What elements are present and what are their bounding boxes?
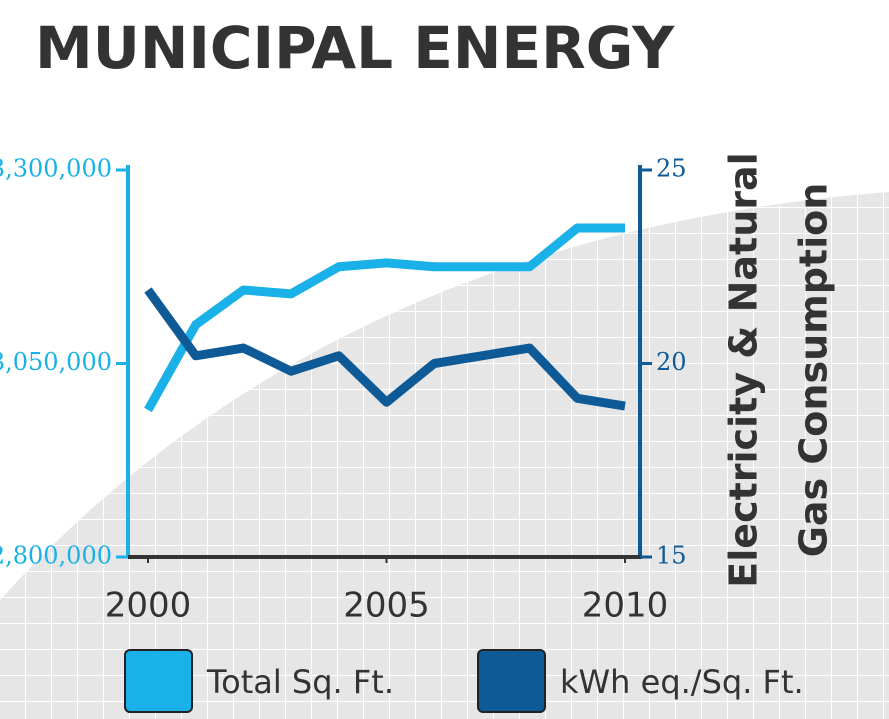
legend-label: kWh eq./Sq. Ft. — [560, 663, 804, 701]
x-tick-label: 2010 — [582, 586, 669, 626]
y2-tick-label: 20 — [656, 348, 687, 376]
background-shape — [0, 192, 889, 719]
series-line — [144, 223, 625, 413]
x-tick-label: 2000 — [105, 586, 192, 626]
y2-axis-label: Gas Consumption — [792, 183, 836, 558]
x-tick-label: 2005 — [343, 586, 430, 626]
y2-axis-label: Electricity & Natural — [722, 152, 766, 587]
legend-label: Total Sq. Ft. — [206, 663, 394, 701]
y-tick-label: 3,300,000 — [0, 155, 112, 183]
series-line — [144, 287, 626, 411]
y2-tick-label: 15 — [656, 542, 687, 570]
y2-tick-label: 25 — [656, 155, 687, 183]
y-tick-label: 3,050,000 — [0, 348, 112, 376]
y-tick-label: 2,800,000 — [0, 542, 112, 570]
legend-swatch — [124, 649, 193, 713]
chart-title: MUNICIPAL ENERGY — [35, 14, 675, 82]
legend-swatch — [477, 649, 546, 713]
